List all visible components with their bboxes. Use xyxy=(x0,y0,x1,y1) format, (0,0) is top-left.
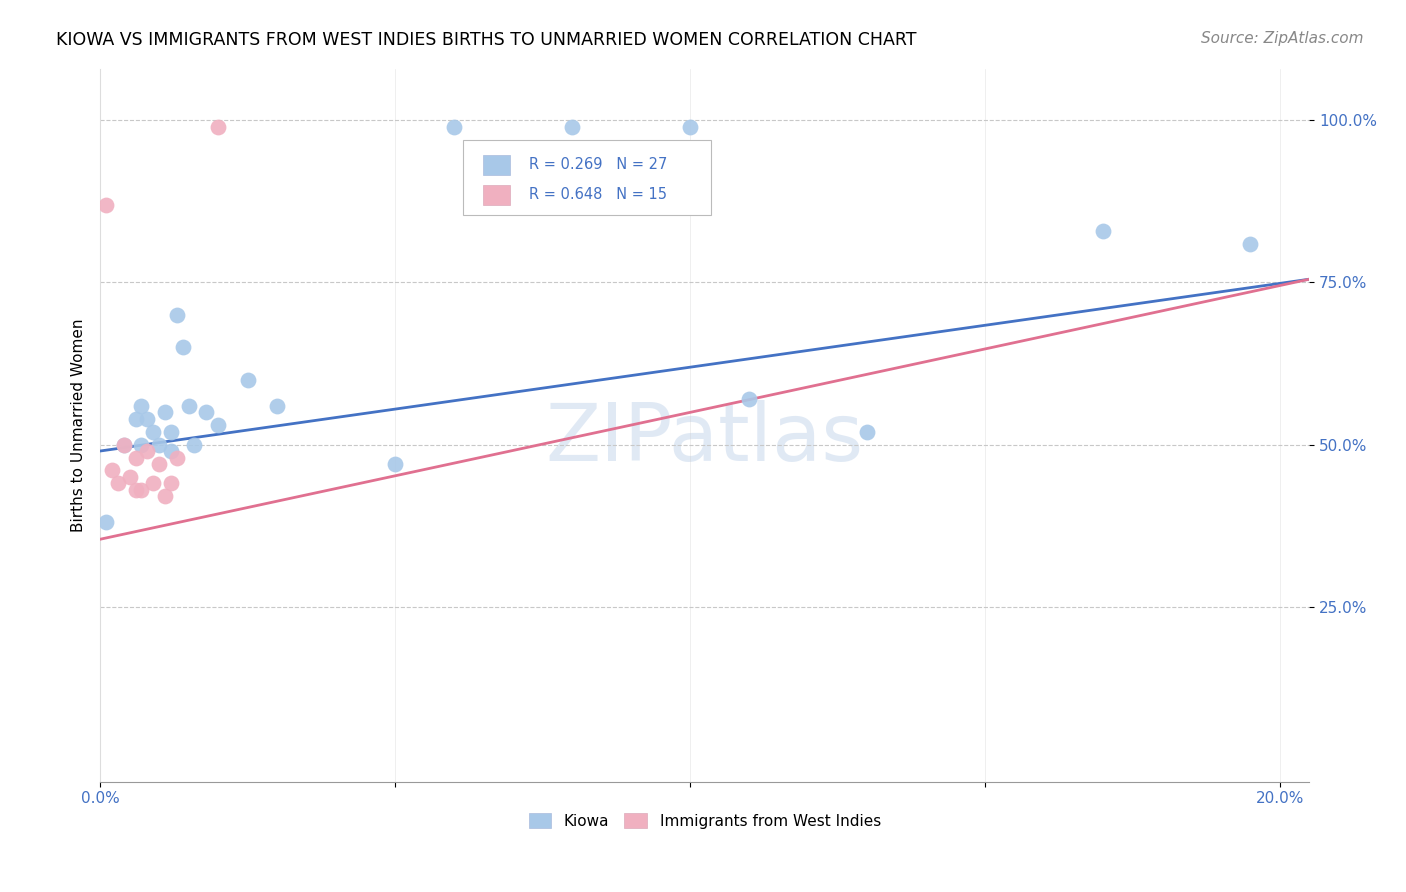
Point xyxy=(148,437,170,451)
Point xyxy=(118,470,141,484)
Point xyxy=(136,411,159,425)
Point xyxy=(195,405,218,419)
Point xyxy=(166,308,188,322)
Point xyxy=(131,399,153,413)
Point xyxy=(101,463,124,477)
Point xyxy=(1239,236,1261,251)
Point xyxy=(236,373,259,387)
FancyBboxPatch shape xyxy=(463,140,710,215)
Point xyxy=(131,483,153,497)
Point xyxy=(177,399,200,413)
Point xyxy=(124,483,146,497)
Bar xyxy=(484,155,510,175)
Point xyxy=(443,120,465,134)
Point xyxy=(160,444,183,458)
Bar xyxy=(484,185,510,205)
Point xyxy=(112,437,135,451)
Point xyxy=(679,120,702,134)
Point xyxy=(142,476,165,491)
Y-axis label: Births to Unmarried Women: Births to Unmarried Women xyxy=(72,318,86,532)
Point xyxy=(207,120,229,134)
Point xyxy=(153,490,176,504)
Text: ZIPatlas: ZIPatlas xyxy=(546,401,863,478)
Point xyxy=(1091,224,1114,238)
Point xyxy=(153,405,176,419)
Point xyxy=(94,516,117,530)
Text: Source: ZipAtlas.com: Source: ZipAtlas.com xyxy=(1201,31,1364,46)
Point xyxy=(131,437,153,451)
Point xyxy=(738,392,761,406)
Point xyxy=(112,437,135,451)
Legend: Kiowa, Immigrants from West Indies: Kiowa, Immigrants from West Indies xyxy=(523,806,887,835)
Point xyxy=(172,340,194,354)
Text: R = 0.648   N = 15: R = 0.648 N = 15 xyxy=(529,187,668,202)
Point xyxy=(561,120,583,134)
Point xyxy=(142,425,165,439)
Point xyxy=(148,457,170,471)
Point xyxy=(266,399,288,413)
Point xyxy=(160,476,183,491)
Point xyxy=(166,450,188,465)
Point xyxy=(94,197,117,211)
Point xyxy=(183,437,205,451)
Point xyxy=(207,418,229,433)
Point xyxy=(124,450,146,465)
Point xyxy=(384,457,406,471)
Text: KIOWA VS IMMIGRANTS FROM WEST INDIES BIRTHS TO UNMARRIED WOMEN CORRELATION CHART: KIOWA VS IMMIGRANTS FROM WEST INDIES BIR… xyxy=(56,31,917,49)
Point xyxy=(136,444,159,458)
Point xyxy=(107,476,129,491)
Point xyxy=(124,411,146,425)
Text: R = 0.269   N = 27: R = 0.269 N = 27 xyxy=(529,157,668,172)
Point xyxy=(160,425,183,439)
Point xyxy=(856,425,879,439)
